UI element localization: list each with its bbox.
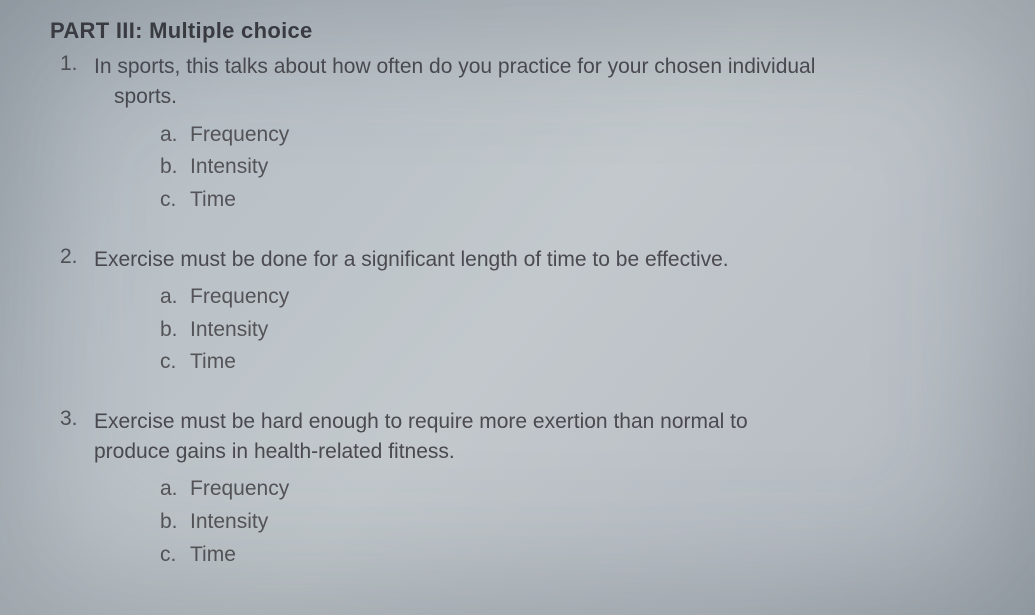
option-label: Time: [190, 539, 236, 572]
option-letter: c.: [160, 184, 190, 217]
question-text-line2: sports.: [114, 82, 1005, 112]
option-label: Frequency: [190, 281, 289, 314]
option-c[interactable]: c. Time: [160, 184, 1005, 217]
option-letter: a.: [160, 281, 190, 314]
part-title: PART III: Multiple choice: [50, 18, 1005, 44]
option-b[interactable]: b. Intensity: [160, 314, 1005, 347]
question-text-line1: Exercise must be done for a significant …: [94, 248, 729, 271]
option-label: Intensity: [190, 151, 268, 184]
option-label: Frequency: [190, 473, 289, 506]
question-2: 2. Exercise must be done for a significa…: [50, 245, 1005, 379]
question-number: 1.: [50, 52, 94, 76]
question-3: 3. Exercise must be hard enough to requi…: [50, 407, 1005, 572]
option-c[interactable]: c. Time: [160, 539, 1005, 572]
options-list: a. Frequency b. Intensity c. Time: [160, 119, 1005, 217]
option-a[interactable]: a. Frequency: [160, 281, 1005, 314]
option-letter: a.: [160, 119, 190, 152]
option-letter: a.: [160, 473, 190, 506]
option-label: Intensity: [190, 314, 268, 347]
options-list: a. Frequency b. Intensity c. Time: [160, 281, 1005, 379]
option-a[interactable]: a. Frequency: [160, 473, 1005, 506]
option-label: Time: [190, 184, 236, 217]
question-text-line1: In sports, this talks about how often do…: [94, 55, 815, 78]
option-letter: c.: [160, 346, 190, 379]
option-letter: b.: [160, 506, 190, 539]
option-label: Time: [190, 346, 236, 379]
question-text: In sports, this talks about how often do…: [94, 52, 1005, 113]
option-letter: b.: [160, 314, 190, 347]
option-label: Intensity: [190, 506, 268, 539]
option-a[interactable]: a. Frequency: [160, 119, 1005, 152]
question-text-line1: Exercise must be hard enough to require …: [94, 410, 748, 433]
options-list: a. Frequency b. Intensity c. Time: [160, 473, 1005, 571]
worksheet-page: PART III: Multiple choice 1. In sports, …: [0, 0, 1035, 615]
option-c[interactable]: c. Time: [160, 346, 1005, 379]
option-label: Frequency: [190, 119, 289, 152]
option-letter: c.: [160, 539, 190, 572]
option-b[interactable]: b. Intensity: [160, 506, 1005, 539]
question-1: 1. In sports, this talks about how often…: [50, 52, 1005, 217]
question-number: 2.: [50, 245, 94, 269]
question-text: Exercise must be done for a significant …: [94, 245, 1005, 275]
question-number: 3.: [50, 407, 94, 431]
question-text: Exercise must be hard enough to require …: [94, 407, 1005, 468]
question-text-line2: produce gains in health-related fitness.: [94, 440, 455, 463]
option-letter: b.: [160, 151, 190, 184]
option-b[interactable]: b. Intensity: [160, 151, 1005, 184]
